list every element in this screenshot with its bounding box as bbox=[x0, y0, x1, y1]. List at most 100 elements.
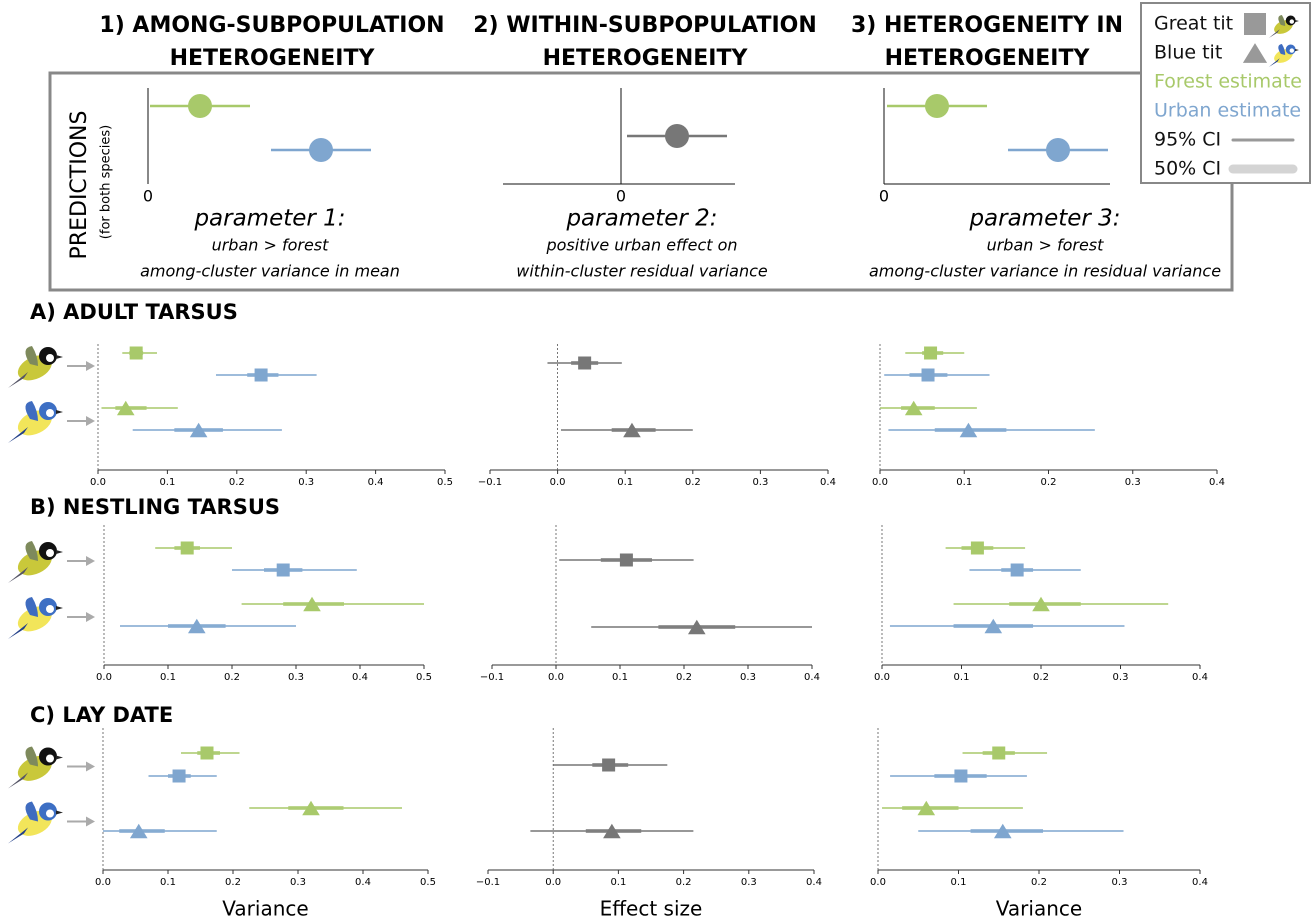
bird-icon bbox=[8, 746, 63, 789]
x-tick-label: 0.2 bbox=[676, 672, 692, 683]
parameter-description: among-cluster variance in residual varia… bbox=[869, 262, 1221, 281]
square-marker bbox=[200, 746, 214, 760]
x-tick-label: 0.0 bbox=[548, 672, 564, 683]
square-marker bbox=[1010, 563, 1024, 577]
bird-part bbox=[8, 427, 28, 443]
x-tick-label: 0.0 bbox=[90, 477, 106, 488]
x-tick-label: 0.1 bbox=[160, 672, 176, 683]
schematic-zero: 0 bbox=[616, 187, 626, 206]
arrow-head bbox=[86, 761, 95, 772]
legend-label: Blue tit bbox=[1154, 42, 1222, 64]
square-marker bbox=[992, 746, 1006, 760]
x-tick-label: 0.2 bbox=[1041, 477, 1057, 488]
bird-part bbox=[8, 772, 28, 789]
legend-label: Urban estimate bbox=[1154, 100, 1301, 122]
x-tick-label: 0.3 bbox=[740, 672, 756, 683]
column-title: 1) AMONG-SUBPOPULATION bbox=[99, 13, 444, 38]
bird-icon bbox=[1268, 15, 1299, 39]
parameter-label: parameter 1: bbox=[193, 206, 345, 232]
triangle-marker bbox=[189, 422, 208, 438]
x-tick-label: 0.1 bbox=[610, 877, 626, 888]
schematic-dot bbox=[188, 94, 212, 118]
square-marker bbox=[602, 758, 616, 772]
parameter-description: urban > forest bbox=[212, 236, 330, 255]
parameter-label: parameter 3: bbox=[968, 206, 1120, 232]
legend-label: 95% CI bbox=[1154, 129, 1221, 151]
column-title: HETEROGENEITY bbox=[543, 46, 749, 71]
bird-part bbox=[1289, 48, 1294, 53]
x-axis-label: Variance bbox=[996, 897, 1082, 921]
schematic-zero: 0 bbox=[879, 187, 889, 206]
x-tick-label: 0.3 bbox=[741, 877, 757, 888]
x-tick-label: 0.3 bbox=[298, 477, 314, 488]
x-tick-label: 0.5 bbox=[416, 672, 432, 683]
triangle-marker bbox=[603, 823, 621, 839]
square-marker bbox=[954, 769, 968, 783]
bird-part bbox=[56, 606, 63, 610]
legend-label: 50% CI bbox=[1154, 158, 1221, 180]
bird-part bbox=[25, 401, 38, 421]
x-tick-label: 0.4 bbox=[1209, 477, 1225, 488]
x-tick-label: 0.1 bbox=[617, 477, 633, 488]
column-title: HETEROGENEITY bbox=[170, 46, 376, 71]
x-tick-label: 0.4 bbox=[806, 877, 822, 888]
schematic-dot bbox=[309, 138, 333, 162]
schematic-dot bbox=[925, 94, 949, 118]
x-tick-label: 0.3 bbox=[290, 877, 306, 888]
bird-part bbox=[25, 597, 38, 617]
triangle-marker bbox=[993, 823, 1012, 839]
x-tick-label: 0.1 bbox=[160, 877, 176, 888]
triangle-marker bbox=[302, 800, 320, 816]
legend-label: Forest estimate bbox=[1154, 71, 1302, 93]
x-tick-label: 0.0 bbox=[874, 672, 890, 683]
triangle-marker bbox=[129, 823, 148, 839]
square-marker bbox=[254, 368, 268, 382]
x-tick-label: 0.2 bbox=[229, 477, 245, 488]
x-tick-label: 0.4 bbox=[804, 672, 820, 683]
x-tick-label: −0.1 bbox=[480, 672, 504, 683]
bird-part bbox=[8, 372, 28, 388]
triangle-marker bbox=[917, 800, 936, 816]
x-axis-label: Variance bbox=[222, 897, 308, 921]
triangle-marker bbox=[303, 596, 321, 612]
bird-part bbox=[46, 605, 54, 613]
predictions-label: PREDICTIONS bbox=[67, 111, 92, 260]
arrow-head bbox=[86, 416, 95, 426]
column-title: 2) WITHIN-SUBPOPULATION bbox=[473, 13, 817, 38]
x-tick-label: 0.0 bbox=[872, 477, 888, 488]
arrow-head bbox=[86, 612, 95, 622]
bird-part bbox=[25, 801, 38, 822]
schematic-dot bbox=[1046, 138, 1070, 162]
parameter-description: within-cluster residual variance bbox=[516, 262, 768, 281]
bird-part bbox=[8, 623, 28, 639]
x-tick-label: 0.2 bbox=[224, 672, 240, 683]
arrow-head bbox=[86, 816, 95, 827]
square-marker bbox=[970, 541, 984, 555]
bird-icon bbox=[8, 541, 63, 583]
arrow-head bbox=[86, 556, 95, 566]
bird-icon bbox=[8, 597, 63, 639]
bird-part bbox=[25, 746, 38, 767]
bird-part bbox=[8, 827, 28, 844]
x-tick-label: 0.4 bbox=[355, 877, 371, 888]
parameter-description: urban > forest bbox=[987, 236, 1105, 255]
x-tick-label: 0.1 bbox=[954, 672, 970, 683]
parameter-description: among-cluster variance in mean bbox=[140, 262, 400, 281]
bird-icon bbox=[1268, 44, 1299, 68]
bird-part bbox=[56, 410, 63, 414]
x-tick-label: 0.4 bbox=[1192, 672, 1208, 683]
x-tick-label: 0.4 bbox=[368, 477, 384, 488]
x-tick-label: 0.2 bbox=[685, 477, 701, 488]
triangle-marker bbox=[1242, 43, 1268, 63]
bird-part bbox=[1278, 44, 1286, 55]
bird-part bbox=[46, 409, 54, 417]
bird-part bbox=[46, 549, 54, 557]
triangle-marker bbox=[984, 618, 1003, 634]
triangle-marker bbox=[959, 422, 978, 438]
column-title: 3) HETEROGENEITY IN bbox=[851, 13, 1123, 38]
panel-title: B) NESTLING TARSUS bbox=[30, 495, 280, 519]
bird-part bbox=[46, 354, 54, 362]
panel-title: C) LAY DATE bbox=[30, 703, 173, 727]
x-tick-label: 0.3 bbox=[1125, 477, 1141, 488]
